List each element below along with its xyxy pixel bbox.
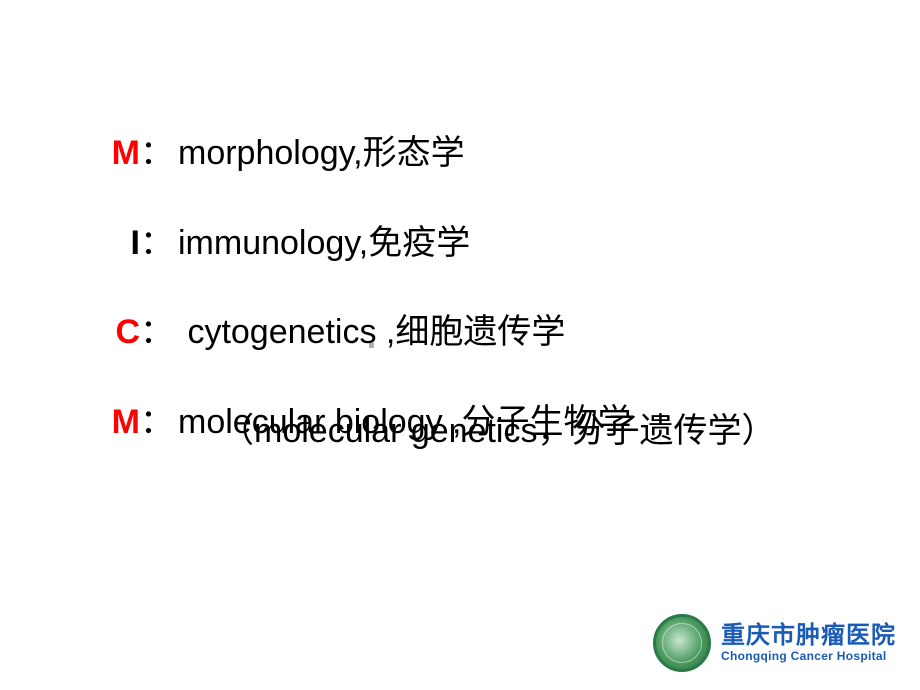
desc-i: immunology,免疫学 <box>178 224 470 262</box>
letter-i: I <box>90 220 140 268</box>
hospital-name-cn: 重庆市肿瘤医院 <box>721 622 896 650</box>
slide-content: M：morphology,形态学 I：immunology,免疫学 C： cyt… <box>0 0 920 456</box>
micm-line-c: C： cytogenetics ,细胞遗传学 <box>90 309 830 357</box>
letter-m1: M <box>90 130 140 178</box>
desc-m1: morphology,形态学 <box>178 134 465 172</box>
hospital-logo: 重庆市肿瘤医院 Chongqing Cancer Hospital <box>653 614 896 672</box>
micm-line-m1: M：morphology,形态学 <box>90 130 830 178</box>
page-indicator-dot <box>369 343 374 348</box>
letter-m2: M <box>90 399 140 447</box>
hospital-logo-icon <box>653 614 711 672</box>
colon-m1: ： <box>140 130 174 178</box>
colon-c: ： <box>140 309 174 357</box>
micm-line-i: I：immunology,免疫学 <box>90 220 830 268</box>
colon-m2: ： <box>140 399 174 447</box>
colon-i: ： <box>140 220 174 268</box>
hospital-name-en: Chongqing Cancer Hospital <box>721 650 896 664</box>
hospital-logo-text: 重庆市肿瘤医院 Chongqing Cancer Hospital <box>721 622 896 663</box>
letter-c: C <box>90 309 140 357</box>
